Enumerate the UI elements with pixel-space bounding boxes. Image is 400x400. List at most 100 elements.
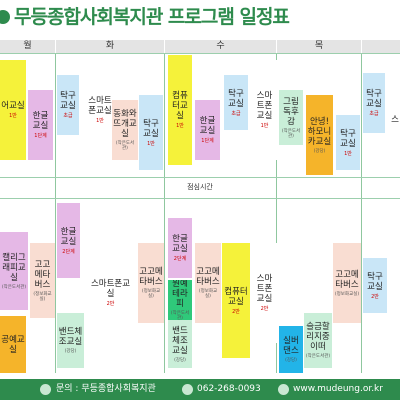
class-sub: 초급 <box>369 111 379 117</box>
class-sub: 2반 <box>232 308 240 315</box>
class-sub: (강당) <box>285 358 297 363</box>
class-sub: (작은도서관) <box>281 128 301 139</box>
class-cell: 한글교실 1단계 <box>195 100 220 160</box>
globe-icon <box>278 384 289 395</box>
class-cell: 동화와뜨개교실 (작은도서관) <box>112 100 138 160</box>
class-cell: 실버댄스 (강당) <box>279 326 303 373</box>
day-header-fri <box>362 40 400 53</box>
class-label: 캘리그래피교실 <box>2 252 26 283</box>
class-sub: 2반 <box>106 300 115 307</box>
info-icon <box>40 384 51 395</box>
class-sub: (정보화교실) <box>198 289 218 299</box>
class-label: 탁구교실 <box>60 91 76 111</box>
class-sub: 1반 <box>96 118 104 124</box>
class-cell: 안녕!하모니카교실 (강당) <box>306 95 333 175</box>
class-label: 스마트폰교실 <box>256 91 273 121</box>
class-label: 스마트폰교실 <box>88 96 112 116</box>
class-cell: 고고메타버스 (정보화교실) <box>333 243 361 323</box>
class-label: 한글교실 <box>172 234 188 254</box>
grid-line <box>0 198 400 199</box>
class-label: 공예교실 <box>1 334 25 355</box>
page-title: 무등종합사회복지관 프로그램 일정표 <box>0 0 400 34</box>
footer-website[interactable]: www.mudeung.or.kr <box>293 384 383 394</box>
class-cell: 고고메타버스 (정보화교실) <box>30 243 55 318</box>
class-sub: 초급 <box>231 110 241 117</box>
class-sub: (정보화교실) <box>33 291 52 302</box>
class-cell: 한글교실 2단계 <box>168 218 192 278</box>
class-sub: 1반 <box>176 123 184 129</box>
footer-bar: 문의 : 무등종합사회복지관 062-268-0093 www.mudeung.… <box>0 379 400 400</box>
class-label: 밴드체조교실 <box>172 325 188 356</box>
class-sub: 2반 <box>260 306 269 312</box>
class-label: 고고메타버스 <box>196 267 220 287</box>
class-cell: 스마트폰교실 2반 <box>252 243 277 343</box>
class-label: 스마트폰교실 <box>256 274 273 304</box>
class-cell: 스 <box>390 75 400 165</box>
class-sub: 1반 <box>147 140 155 147</box>
class-sub: (정보화교실) <box>141 289 161 299</box>
logo-icon <box>0 10 10 24</box>
class-label: 한글교실 <box>199 116 216 136</box>
class-cell: 고고메타버스 (정보화교실) <box>195 243 221 323</box>
class-cell: 밴드체조교실 (강당) <box>57 313 84 368</box>
footer-phone: 062-268-0093 <box>197 384 261 394</box>
class-label: 어교실 <box>1 101 25 111</box>
class-cell: 한글교실 1단계 <box>28 90 53 160</box>
class-sub: (작은도서관) <box>170 311 190 320</box>
day-header-thu: 목 <box>277 40 361 53</box>
class-sub: (강당) <box>313 148 326 154</box>
class-label: 고고메타버스 <box>139 267 163 287</box>
class-cell: 어교실 1반 <box>0 60 26 160</box>
class-sub: (정보화교실) <box>334 291 360 297</box>
class-label: 그림독후감 <box>283 96 299 127</box>
class-label: 동화와뜨개교실 <box>113 109 137 139</box>
grid-line <box>164 53 165 373</box>
grid-line <box>361 53 362 373</box>
class-label: 한글교실 <box>60 226 77 247</box>
class-sub: 1반 <box>9 113 17 119</box>
class-sub: (작은도서관) <box>305 354 331 359</box>
class-cell: 그림독후감 (작은도서관) <box>279 90 303 145</box>
class-label: 컴퓨터교실 <box>172 91 188 121</box>
grid-line <box>276 53 277 373</box>
class-sub: (강당) <box>64 349 77 354</box>
class-sub: (강당) <box>174 357 186 363</box>
class-label: 탁구교실 <box>340 128 356 149</box>
class-cell: 슬금할리지중이떠 (작은도서관) <box>304 313 332 368</box>
class-cell: 탁구교실 2반 <box>363 258 387 313</box>
footer-contact: 문의 : 무등종합사회복지관 <box>56 384 156 394</box>
class-sub: 2단계 <box>62 248 75 255</box>
class-label: 탁구교실 <box>367 271 383 292</box>
class-cell: 스마트폰교실 2반 <box>88 270 133 315</box>
title-text: 무등종합사회복지관 프로그램 일정표 <box>14 6 290 28</box>
class-sub: 초급 <box>63 113 73 119</box>
day-header-tue: 화 <box>56 40 164 53</box>
phone-icon <box>182 384 193 395</box>
class-sub: (작은도서관) <box>1 284 27 290</box>
class-cell: 고고메타버스 (정보화교실) <box>138 243 164 323</box>
class-label: 탁구교실 <box>366 89 382 109</box>
class-sub: 1반 <box>260 123 269 129</box>
class-sub: 1단계 <box>201 138 214 144</box>
class-label: 안녕!하모니카교실 <box>307 116 332 147</box>
lunch-row: 점심시간 <box>187 183 213 191</box>
class-label: 실버댄스 <box>283 336 299 356</box>
day-header-wed: 수 <box>165 40 276 53</box>
class-label: 한글교실 <box>32 111 49 131</box>
class-sub: 2반 <box>371 293 379 300</box>
class-label: 밴드체조교실 <box>58 327 83 347</box>
class-cell: 밴드체조교실 (강당) <box>168 320 192 368</box>
class-label: 원예테라피 <box>172 280 188 309</box>
class-sub: 1단계 <box>34 133 47 139</box>
class-cell: 스마트폰교실 1반 <box>252 60 277 160</box>
class-cell: 탁구교실 초급 <box>224 75 248 130</box>
grid-line <box>0 177 400 178</box>
class-label: 탁구교실 <box>143 118 159 139</box>
day-header-row: 월 화 수 목 <box>0 40 400 53</box>
day-header-mon: 월 <box>0 40 55 53</box>
class-label: 슬금할리지중이떠 <box>306 322 330 352</box>
class-sub: 2단계 <box>173 256 187 262</box>
class-cell: 한글교실 2단계 <box>57 203 80 278</box>
